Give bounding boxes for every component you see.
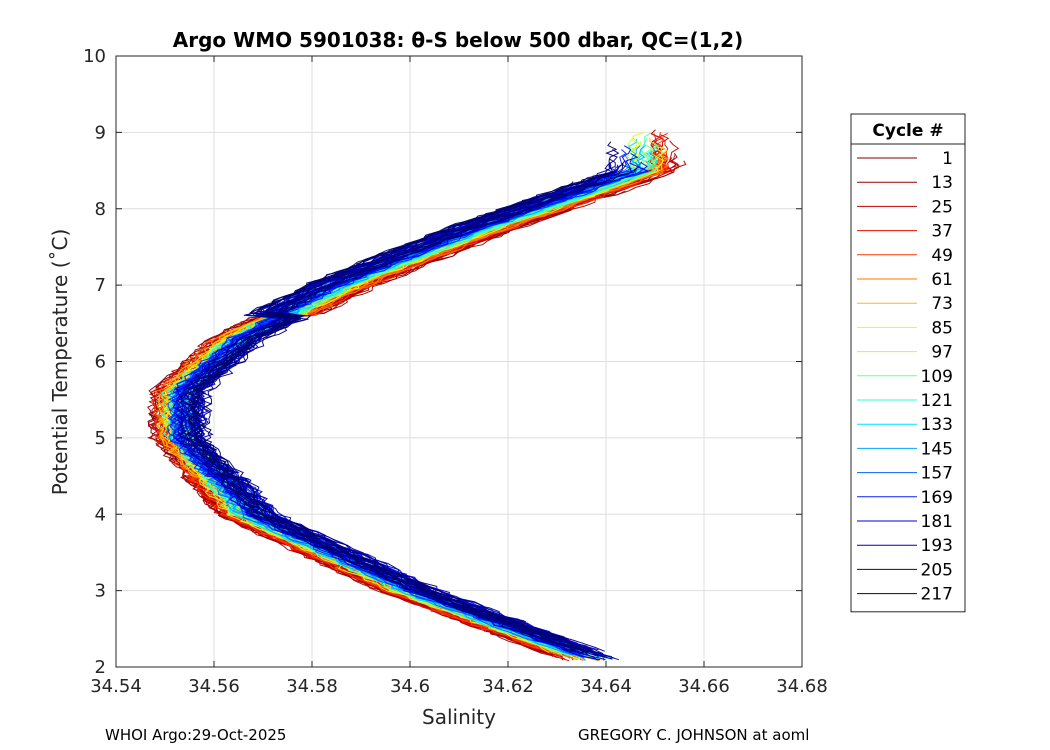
y-axis-label: Potential Temperature (˚C) xyxy=(48,229,72,496)
legend-label: 13 xyxy=(931,173,953,193)
x-tick-label: 34.66 xyxy=(678,676,730,697)
legend-label: 61 xyxy=(931,270,953,290)
legend-label: 97 xyxy=(931,343,953,363)
y-tick-label: 10 xyxy=(83,46,106,67)
x-tick-label: 34.58 xyxy=(286,676,338,697)
profile-lines xyxy=(146,129,687,662)
y-tick-label: 8 xyxy=(95,199,106,220)
y-tick-label: 4 xyxy=(95,504,106,525)
plot-area: 34.54 34.56 34.58 34.6 34.62 34.64 34.66 34.68 2… xyxy=(83,46,828,697)
profile-line xyxy=(183,167,638,650)
footer-credit: GREGORY C. JOHNSON at aoml xyxy=(578,726,810,744)
profile-line xyxy=(173,152,639,651)
legend-label: 25 xyxy=(931,197,953,217)
profile-line xyxy=(180,175,622,658)
legend-label: 205 xyxy=(921,560,953,580)
legend-label: 121 xyxy=(921,391,953,411)
y-tick-label: 7 xyxy=(95,275,106,296)
chart-title: Argo WMO 5901038: θ-S below 500 dbar, QC… xyxy=(173,28,743,52)
y-tick-label: 5 xyxy=(95,428,106,449)
x-tick-label: 34.64 xyxy=(580,676,632,697)
footer-date: WHOI Argo:29-Oct-2025 xyxy=(105,726,287,744)
y-tick-label: 2 xyxy=(95,657,106,678)
legend-label: 145 xyxy=(921,439,953,459)
legend-label: 157 xyxy=(921,464,953,484)
profile-line xyxy=(200,181,613,660)
legend-label: 1 xyxy=(942,149,953,169)
legend-label: 169 xyxy=(921,488,953,508)
profile-line xyxy=(193,170,616,653)
legend-label: 73 xyxy=(931,294,953,314)
legend-label: 133 xyxy=(921,415,953,435)
y-tick-label: 9 xyxy=(95,122,106,143)
y-tick-label: 3 xyxy=(95,581,106,602)
legend-label: 85 xyxy=(931,318,953,338)
x-axis-label: Salinity xyxy=(422,705,496,729)
x-tick-label: 34.6 xyxy=(390,676,430,697)
x-tick-label: 34.54 xyxy=(90,676,142,697)
legend-label: 109 xyxy=(921,367,953,387)
legend-label: 49 xyxy=(931,246,953,266)
legend-label: 181 xyxy=(921,512,953,532)
y-tick-label: 6 xyxy=(95,352,106,373)
x-tick-label: 34.56 xyxy=(188,676,240,697)
legend-label: 217 xyxy=(921,585,953,605)
profile-line xyxy=(160,144,657,657)
legend-title: Cycle # xyxy=(872,121,943,141)
profile-line xyxy=(188,148,620,654)
legend-label: 37 xyxy=(931,222,953,242)
legend-box xyxy=(850,113,966,613)
legend-label: 193 xyxy=(921,536,953,556)
x-tick-label: 34.62 xyxy=(482,676,534,697)
legend: Cycle # 1 13 25 37 49 61 73 85 97 109 121 133 145 157 1… xyxy=(850,113,966,613)
x-tick-label: 34.68 xyxy=(776,676,828,697)
